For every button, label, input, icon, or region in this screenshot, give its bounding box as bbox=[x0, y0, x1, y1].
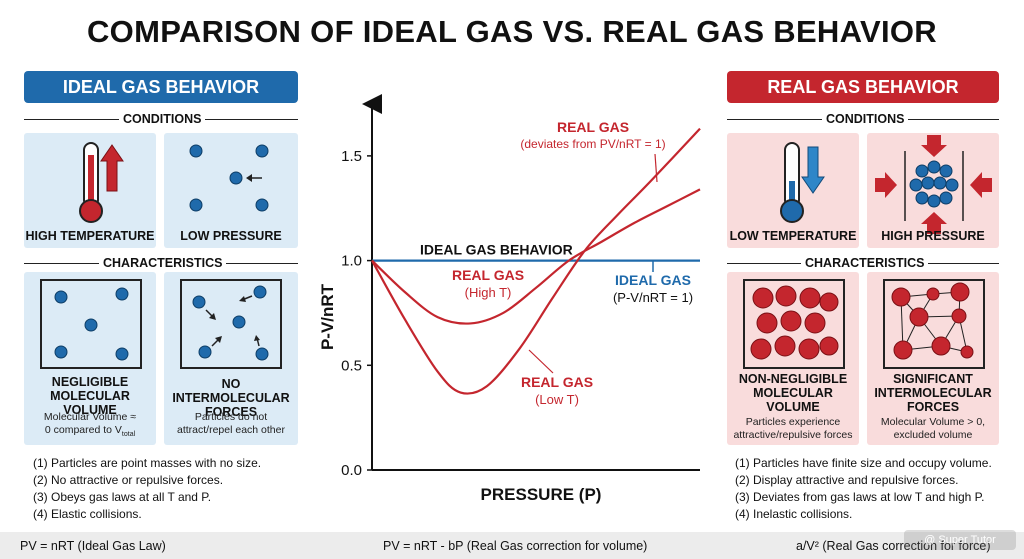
ideal-char-1-sub-line2: 0 compared to V bbox=[44, 424, 122, 436]
real-gas-low-t-label: REAL GAS bbox=[521, 374, 593, 390]
chart-axes: 0.0 0.5 1.0 1.5 PRESSURE (P) P-V/nRT bbox=[318, 94, 700, 504]
real-gas-high-t-curve bbox=[371, 188, 701, 325]
compressed-particles-icon bbox=[875, 135, 992, 234]
ideal-char-2-subtitle: Particles do not attract/repel each othe… bbox=[164, 411, 298, 437]
y-tick-label: 1.0 bbox=[341, 253, 362, 270]
large-particles-box-icon bbox=[743, 279, 845, 369]
sparse-particles-icon bbox=[189, 144, 269, 212]
list-item: (4) Inelastic collisions. bbox=[735, 507, 853, 521]
real-char-1-title-line1: NON-NEGLIGIBLE bbox=[738, 372, 848, 386]
real-condition-2: HIGH PRESSURE bbox=[881, 229, 985, 243]
real-gas-high-t-label: REAL GAS bbox=[452, 267, 524, 283]
list-item: (1) Particles are point masses with no s… bbox=[33, 456, 262, 470]
y-tick-label: 0.0 bbox=[341, 462, 362, 479]
real-gas-low-t-leader bbox=[528, 349, 554, 374]
footer-force-correction: a/V² (Real Gas correction for force) bbox=[796, 539, 991, 553]
footer-volume-correction: PV = nRT - bP (Real Gas correction for v… bbox=[383, 539, 648, 553]
point-particles-box-icon bbox=[40, 279, 142, 369]
real-gas-high-t-sublabel: (High T) bbox=[465, 285, 512, 300]
real-condition-card-temperature bbox=[727, 133, 859, 248]
real-gas-top-leader bbox=[654, 153, 658, 183]
real-char-card-volume bbox=[727, 272, 859, 445]
ideal-char-1-subtitle: Molecular Volume ≈ 0 compared to Vtotal bbox=[24, 411, 156, 441]
y-axis-label: P-V/nRT bbox=[318, 283, 337, 350]
real-conditions-label: CONDITIONS bbox=[822, 112, 909, 126]
real-char-2-title-line1: SIGNIFICANT bbox=[893, 372, 973, 386]
real-condition-1: LOW TEMPERATURE bbox=[729, 229, 857, 243]
real-gas-top-sublabel: (deviates from PV/nRT = 1) bbox=[520, 137, 665, 151]
interacting-particles-box-icon bbox=[883, 279, 985, 369]
list-item: (2) No attractive or repulsive forces. bbox=[33, 473, 224, 487]
footer-ideal-law: PV = nRT (Ideal Gas Law) bbox=[20, 539, 166, 553]
real-characteristics-label: CHARACTERISTICS bbox=[801, 256, 929, 270]
ideal-char-1-title-line1: NEGLIGIBLE bbox=[51, 375, 129, 389]
real-points-list: (1) Particles have finite size and occup… bbox=[735, 455, 992, 523]
y-tick-label: 0.5 bbox=[341, 357, 362, 374]
x-axis-label: PRESSURE (P) bbox=[481, 485, 602, 504]
list-item: (2) Display attractive and repulsive for… bbox=[735, 473, 959, 487]
real-char-1-title: NON-NEGLIGIBLE MOLECULAR VOLUME bbox=[727, 372, 859, 414]
ideal-conditions-label: CONDITIONS bbox=[119, 112, 206, 126]
chart-series bbox=[371, 127, 701, 395]
ideal-line-label: IDEAL GAS BEHAVIOR bbox=[420, 242, 573, 258]
ideal-points-list: (1) Particles are point masses with no s… bbox=[33, 455, 261, 523]
real-char-2-title-line2: INTERMOLECULAR bbox=[874, 386, 992, 400]
ideal-char-2-title: NO INTERMOLECULAR FORCES bbox=[164, 377, 298, 419]
ideal-condition-1: HIGH TEMPERATURE bbox=[25, 229, 155, 243]
real-gas-low-t-curve bbox=[371, 127, 701, 395]
ideal-char-card-volume bbox=[24, 272, 156, 445]
chart-labels: IDEAL GAS BEHAVIOR REAL GAS (deviates from… bbox=[420, 119, 693, 407]
watermark: @ Super Tutor bbox=[904, 530, 1016, 550]
ideal-char-1-title: NEGLIGIBLE MOLECULAR VOLUME bbox=[24, 375, 156, 417]
ideal-char-2-title-line2: FORCES bbox=[204, 405, 258, 419]
page-title: COMPARISON OF IDEAL GAS VS. REAL GAS BEH… bbox=[86, 14, 937, 49]
ideal-char-card-forces bbox=[164, 272, 298, 445]
real-char-2-sub-line1: Molecular Volume > 0, bbox=[880, 416, 986, 428]
real-char-2-title-line3: FORCES bbox=[906, 400, 960, 414]
real-condition-card-pressure bbox=[867, 133, 999, 248]
list-item: (3) Obeys gas laws at all T and P. bbox=[33, 490, 212, 504]
list-item: (3) Deviates from gas laws at low T and … bbox=[735, 490, 985, 504]
list-item: (4) Elastic collisions. bbox=[33, 507, 142, 521]
ideal-char-2-sub-line2: attract/repel each other bbox=[177, 424, 285, 436]
ideal-char-1-subscript: total bbox=[121, 431, 136, 439]
footer-bar bbox=[0, 532, 1024, 559]
ideal-char-1-title-line2: MOLECULAR VOLUME bbox=[50, 389, 130, 417]
real-char-1-sub-line2: attractive/repulsive forces bbox=[733, 429, 853, 441]
real-char-1-subtitle: Particles experience attractive/repulsiv… bbox=[727, 416, 859, 442]
ideal-gas-right-label: IDEAL GAS bbox=[615, 272, 691, 288]
ideal-panel-header: IDEAL GAS BEHAVIOR bbox=[24, 71, 298, 103]
ideal-condition-card-temperature bbox=[24, 133, 156, 248]
compressibility-chart: 0.0 0.5 1.0 1.5 PRESSURE (P) P-V/nRT IDEAL GA… bbox=[318, 94, 701, 504]
ideal-char-2-sub-line1: Particles do not bbox=[194, 411, 268, 423]
ideal-characteristics-label: CHARACTERISTICS bbox=[99, 256, 227, 270]
ideal-char-2-title-line1: NO INTERMOLECULAR bbox=[172, 377, 290, 405]
ideal-char-1-sub-line1: Molecular Volume ≈ bbox=[43, 411, 137, 423]
real-char-1-title-line2: MOLECULAR bbox=[753, 386, 833, 400]
moving-particles-box-icon bbox=[180, 279, 282, 369]
real-char-2-subtitle: Molecular Volume > 0, excluded volume bbox=[867, 416, 999, 442]
real-panel-header: REAL GAS BEHAVIOR bbox=[727, 71, 999, 103]
real-char-card-forces bbox=[867, 272, 999, 445]
thermometer-up-icon bbox=[79, 142, 124, 223]
real-char-2-title: SIGNIFICANT INTERMOLECULAR FORCES bbox=[867, 372, 999, 414]
list-item: (1) Particles have finite size and occup… bbox=[735, 456, 992, 470]
real-char-1-sub-line1: Particles experience bbox=[745, 416, 841, 428]
y-tick-label: 1.5 bbox=[341, 148, 362, 165]
real-gas-top-label: REAL GAS bbox=[557, 119, 629, 135]
thermometer-down-icon bbox=[780, 142, 825, 223]
real-char-2-sub-line2: excluded volume bbox=[893, 429, 973, 441]
real-gas-low-t-sublabel: (Low T) bbox=[535, 392, 579, 407]
ideal-gas-right-sublabel: (P-V/nRT = 1) bbox=[613, 290, 693, 305]
ideal-condition-card-pressure bbox=[164, 133, 298, 248]
ideal-condition-2: LOW PRESSURE bbox=[180, 229, 282, 243]
real-char-1-title-line3: VOLUME bbox=[766, 400, 820, 414]
